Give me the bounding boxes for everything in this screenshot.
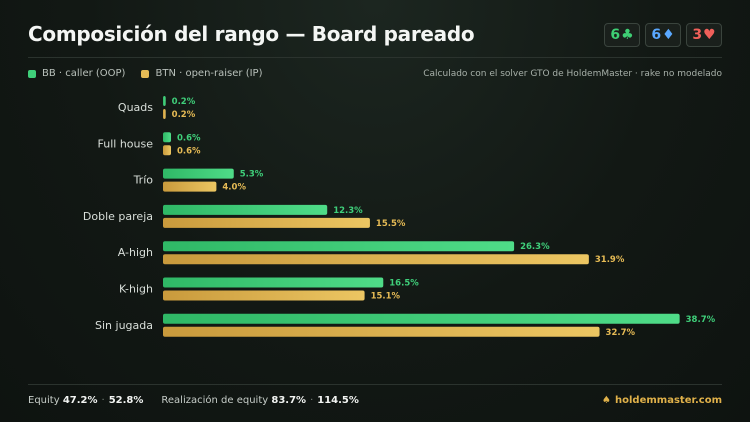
value-label-btn: 32.7% — [606, 328, 636, 338]
hearts-icon: ♥ — [703, 27, 716, 43]
equity-btn: 52.8% — [108, 395, 144, 406]
value-label-bb: 38.7% — [686, 315, 716, 325]
board-card-1: 6 ♣ — [604, 23, 640, 47]
category-label: K-high — [119, 283, 153, 296]
bar-bb — [163, 132, 172, 143]
legend-swatch-bb — [28, 69, 36, 78]
bar-btn — [163, 326, 600, 337]
value-label-btn: 0.2% — [172, 110, 196, 120]
equity-summary: Equity 47.2% · 52.8% Realización de equi… — [28, 395, 359, 406]
legend-item-btn: BTN · open-raiser (IP) — [141, 68, 262, 79]
realization-btn: 114.5% — [317, 395, 359, 406]
diamonds-icon: ♦ — [662, 27, 675, 43]
bar-bb — [163, 241, 515, 252]
value-label-btn: 15.5% — [376, 219, 406, 229]
category-label: A-high — [118, 246, 153, 259]
chart-title: Composición del rango — Board pareado — [28, 22, 475, 46]
bar-bb — [163, 313, 680, 324]
realization-bb: 83.7% — [271, 395, 307, 406]
chart-legend: BB · caller (OOP) BTN · open-raiser (IP) — [28, 68, 278, 79]
bar-btn — [163, 217, 370, 228]
equity-bb: 47.2% — [62, 395, 98, 406]
category-label: Sin jugada — [95, 319, 153, 332]
category-label: Full house — [98, 137, 154, 150]
equity-label: Equity — [28, 395, 60, 406]
bar-btn — [163, 181, 217, 192]
category-label: Trío — [133, 174, 154, 187]
card-rank: 6 — [610, 27, 621, 43]
value-label-btn: 0.6% — [177, 146, 201, 156]
value-label-bb: 0.6% — [177, 133, 201, 143]
bar-btn — [163, 290, 365, 301]
category-label: Doble pareja — [83, 210, 153, 223]
board-card-2: 6 ♦ — [645, 23, 681, 47]
clubs-icon: ♣ — [621, 27, 634, 43]
bar-btn — [163, 254, 589, 265]
value-label-bb: 5.3% — [240, 170, 264, 180]
bar-bb — [163, 96, 166, 106]
card-rank: 3 — [692, 27, 703, 43]
bar-bb — [163, 168, 234, 179]
value-label-bb: 26.3% — [520, 242, 550, 252]
value-label-btn: 15.1% — [371, 292, 401, 302]
brand-link[interactable]: ♠ holdemmaster.com — [602, 395, 722, 406]
board-cards: 6 ♣ 6 ♦ 3 ♥ — [604, 23, 722, 47]
bar-btn — [163, 145, 172, 156]
category-label: Quads — [118, 101, 153, 114]
legend-label-bb: BB · caller (OOP) — [42, 68, 126, 79]
header-divider — [28, 57, 722, 58]
card-rank: 6 — [651, 27, 662, 43]
board-card-3: 3 ♥ — [686, 23, 722, 47]
legend-label-btn: BTN · open-raiser (IP) — [155, 68, 263, 79]
value-label-bb: 12.3% — [333, 206, 363, 216]
bar-bb — [163, 277, 384, 288]
bar-bb — [163, 204, 328, 215]
solver-note: Calculado con el solver GTO de HoldemMas… — [423, 69, 722, 79]
footer-divider — [28, 384, 722, 385]
realization-label: Realización de equity — [161, 395, 269, 406]
legend-swatch-btn — [141, 69, 150, 78]
spade-icon: ♠ — [602, 395, 612, 406]
legend-item-bb: BB · caller (OOP) — [28, 68, 125, 79]
range-composition-chart: Quads 0.2% 0.2% Full house 0.6% 0.6% Trío 5.3% 4… — [83, 96, 716, 338]
brand-label: holdemmaster.com — [615, 395, 722, 406]
value-label-btn: 4.0% — [222, 183, 246, 193]
value-label-bb: 0.2% — [172, 97, 196, 107]
bar-btn — [163, 109, 166, 119]
value-label-bb: 16.5% — [389, 279, 419, 289]
value-label-btn: 31.9% — [595, 255, 625, 265]
